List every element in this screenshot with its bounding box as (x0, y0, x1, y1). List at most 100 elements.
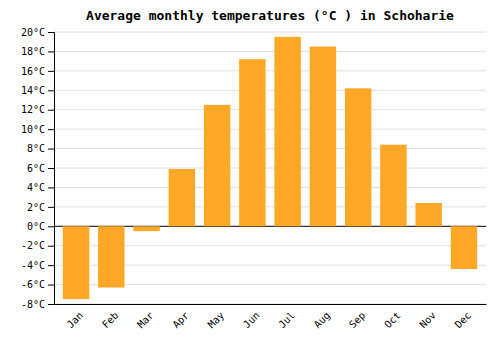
y-tick: -2°C (21, 240, 54, 251)
bar (380, 145, 406, 227)
x-tick: Aug (312, 310, 333, 331)
y-tick-mark (48, 285, 54, 286)
y-tick-label: 14°C (21, 85, 45, 96)
grid-line (54, 187, 486, 188)
x-tick: Dec (453, 310, 474, 331)
y-tick-label: 20°C (21, 27, 45, 38)
x-tick-label: Jun (241, 310, 262, 331)
x-tick-label: Nov (417, 310, 438, 331)
y-tick: -8°C (21, 299, 54, 310)
y-tick-mark (48, 226, 54, 227)
y-tick-mark (48, 71, 54, 72)
y-axis-line (48, 33, 55, 305)
x-tick-label: Dec (453, 310, 474, 331)
y-tick: 6°C (27, 163, 54, 174)
y-tick-mark (48, 90, 54, 91)
x-tick: Jan (65, 310, 86, 331)
bar (451, 226, 477, 269)
y-tick-mark (48, 207, 54, 208)
grid-line (54, 168, 486, 169)
x-tick-label: Jan (65, 310, 86, 331)
x-tick-label: Sep (347, 310, 368, 331)
y-tick: 18°C (21, 46, 54, 57)
y-tick-label: 8°C (27, 143, 45, 154)
y-tick: 14°C (21, 85, 54, 96)
y-tick-mark (48, 187, 54, 188)
x-tick: Apr (170, 310, 191, 331)
x-tick: Jun (241, 310, 262, 331)
x-tick-label: Aug (312, 310, 333, 331)
x-tick-label: Jul (276, 310, 297, 331)
x-tick: Feb (100, 310, 121, 331)
grid-line (54, 90, 486, 91)
y-tick-label: 4°C (27, 182, 45, 193)
bar (204, 105, 230, 226)
y-tick: -6°C (21, 279, 54, 290)
x-tick-label: Feb (100, 310, 121, 331)
bar (415, 203, 441, 226)
y-tick-label: 2°C (27, 202, 45, 213)
grid-line (54, 304, 486, 305)
y-tick-label: 18°C (21, 46, 45, 57)
grid-line (54, 32, 486, 33)
y-tick-label: -2°C (21, 240, 45, 251)
bar (345, 88, 371, 226)
title: Average monthly temperatures (°C ) in Sc… (86, 8, 454, 23)
x-tick-label: Oct (382, 310, 403, 331)
y-tick-mark (48, 149, 54, 150)
y-tick: -4°C (21, 260, 54, 271)
y-tick-mark (48, 129, 54, 130)
x-axis: Jan Feb Mar Apr May Jun Jul Aug Sep Oct Nov Dec (55, 305, 487, 331)
x-tick: Sep (347, 310, 368, 331)
grid (54, 32, 486, 304)
y-tick: 16°C (21, 66, 54, 77)
y-tick: 4°C (27, 182, 54, 193)
y-tick-label: 0°C (27, 221, 45, 232)
y-tick: 2°C (27, 202, 54, 213)
grid-line (54, 70, 486, 71)
y-tick-label: -6°C (21, 279, 45, 290)
x-tick: Nov (417, 310, 438, 331)
x-tick: Jul (276, 310, 297, 331)
bar (169, 169, 195, 226)
y-tick-label: -8°C (21, 299, 45, 310)
y-tick-mark (48, 168, 54, 169)
y-tick: 10°C (21, 124, 54, 135)
chart-container: -8°C -6°C -4°C -2°C 0°C 2°C 4°C 6°C 8°C 10°C 12°C 1… (0, 0, 500, 350)
y-tick-label: 12°C (21, 104, 45, 115)
x-tick: Oct (382, 310, 403, 331)
x-tick-label: Apr (170, 310, 191, 331)
y-tick-mark (48, 110, 54, 111)
bar (239, 59, 265, 226)
y-tick: 0°C (27, 221, 54, 232)
y-tick-mark (48, 304, 54, 305)
y-tick-mark (48, 265, 54, 266)
y-tick-label: 6°C (27, 163, 45, 174)
x-tick-label: Mar (135, 310, 156, 331)
y-tick: 12°C (21, 104, 54, 115)
y-tick-label: -4°C (21, 260, 45, 271)
x-tick: May (206, 310, 227, 331)
bar (133, 226, 159, 231)
chart-svg: -8°C -6°C -4°C -2°C 0°C 2°C 4°C 6°C 8°C 10°C 12°C 1… (0, 0, 500, 350)
y-tick-mark (48, 32, 54, 33)
grid-line (54, 148, 486, 149)
bar (274, 37, 300, 226)
grid-line (54, 109, 486, 110)
y-tick-label: 10°C (21, 124, 45, 135)
y-tick: 20°C (21, 27, 54, 38)
bars (63, 37, 477, 299)
x-axis-line (55, 304, 487, 305)
y-tick-mark (48, 246, 54, 247)
y-tick-mark (48, 51, 54, 52)
grid-line (54, 51, 486, 52)
y-tick-label: 16°C (21, 66, 45, 77)
plot-area: -8°C -6°C -4°C -2°C 0°C 2°C 4°C 6°C 8°C 10°C 12°C 1… (21, 27, 487, 331)
bar (310, 47, 336, 227)
y-tick: 8°C (27, 143, 54, 154)
x-tick: Mar (135, 310, 156, 331)
bar (63, 226, 89, 299)
x-tick-label: May (206, 310, 227, 331)
bar (98, 226, 124, 287)
y-axis: -8°C -6°C -4°C -2°C 0°C 2°C 4°C 6°C 8°C 10°C 12°C 1… (21, 27, 55, 310)
